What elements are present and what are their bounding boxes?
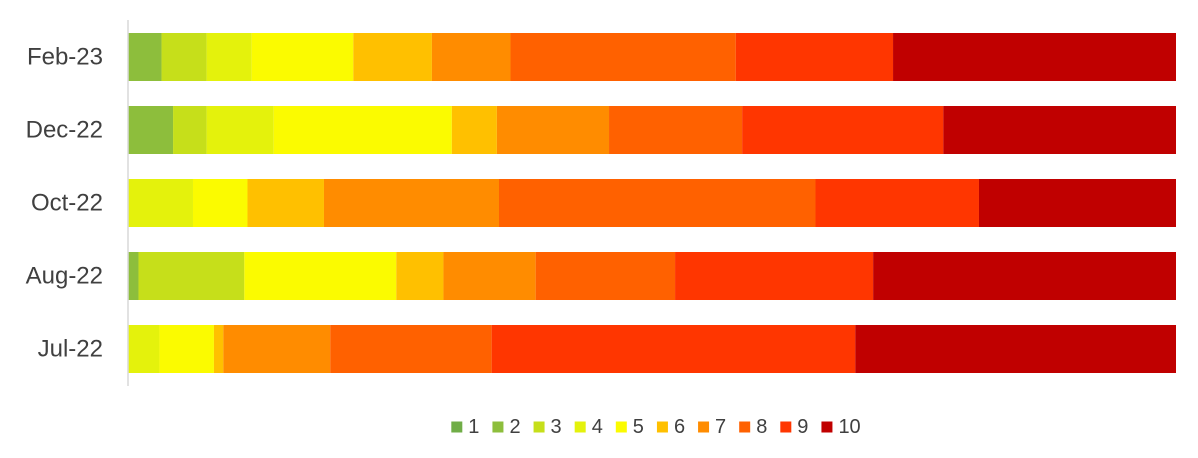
y-tick-label: Feb-23 — [27, 44, 103, 71]
legend-item: 1 — [451, 416, 479, 438]
bar-segment-Aug-22-series-10 — [873, 252, 1176, 300]
legend-swatch — [492, 421, 504, 433]
bar-segment-Feb-23-series-5 — [251, 33, 354, 81]
bar-segment-Feb-23-series-6 — [353, 33, 432, 81]
bar-area — [128, 33, 1176, 373]
bar-segment-Aug-22-series-9 — [675, 252, 874, 300]
bar-segment-Jul-22-series-5 — [159, 325, 214, 373]
bar-segment-Aug-22-series-6 — [396, 252, 444, 300]
bar-segment-Feb-23-series-10 — [893, 33, 1176, 81]
bar-segment-Oct-22-series-8 — [498, 179, 816, 227]
legend-label: 6 — [674, 416, 685, 438]
bar-segment-Dec-22-series-10 — [943, 106, 1176, 154]
legend-label: 5 — [633, 416, 644, 438]
legend-item: 4 — [574, 416, 603, 438]
y-tick-label: Aug-22 — [26, 263, 103, 290]
y-tick-label: Dec-22 — [26, 117, 103, 144]
bar-segment-Jul-22-series-4 — [128, 325, 160, 373]
bar-segment-Oct-22-series-10 — [978, 179, 1176, 227]
bar-segment-Dec-22-series-9 — [742, 106, 944, 154]
bar-segment-Oct-22-series-5 — [192, 179, 248, 227]
legend-swatch — [739, 421, 751, 433]
bar-segment-Aug-22-series-2 — [128, 252, 139, 300]
bar-segment-Dec-22-series-5 — [273, 106, 452, 154]
legend-item: 3 — [533, 416, 562, 438]
bar-segment-Jul-22-series-9 — [491, 325, 856, 373]
bar-segment-Aug-22-series-7 — [443, 252, 536, 300]
y-axis-tick-labels: Feb-23 Dec-22 Oct-22 Aug-22 Jul-22 — [26, 44, 103, 363]
legend-label: 1 — [468, 416, 479, 438]
legend-label: 8 — [756, 416, 767, 438]
legend-swatch — [574, 421, 586, 433]
legend-label: 7 — [715, 416, 726, 438]
bar-segment-Dec-22-series-2 — [128, 106, 174, 154]
bar-segment-Aug-22-series-5 — [244, 252, 397, 300]
legend-swatch — [698, 421, 710, 433]
bar-segment-Jul-22-series-6 — [213, 325, 224, 373]
legend-label: 3 — [551, 416, 562, 438]
bar-segment-Feb-23-series-9 — [735, 33, 894, 81]
legend-label: 4 — [592, 416, 603, 438]
bar-segment-Feb-23-series-4 — [206, 33, 252, 81]
bar-segment-Jul-22-series-10 — [855, 325, 1176, 373]
bar-segment-Oct-22-series-4 — [128, 179, 193, 227]
bar-segment-Jul-22-series-7 — [223, 325, 331, 373]
legend-label: 2 — [509, 416, 520, 438]
legend-swatch — [656, 421, 668, 433]
bar-segment-Feb-23-series-8 — [510, 33, 736, 81]
bar-segment-Feb-23-series-3 — [161, 33, 207, 81]
y-tick-label: Oct-22 — [31, 190, 103, 217]
legend-item: 10 — [821, 416, 861, 438]
legend-swatch — [615, 421, 627, 433]
bar-segment-Oct-22-series-7 — [323, 179, 499, 227]
legend-swatch — [533, 421, 545, 433]
bar-segment-Oct-22-series-6 — [247, 179, 324, 227]
legend-item: 2 — [492, 416, 521, 438]
bar-segment-Oct-22-series-9 — [815, 179, 979, 227]
bar-segment-Aug-22-series-3 — [138, 252, 245, 300]
legend-item: 7 — [698, 416, 726, 438]
bar-segment-Dec-22-series-8 — [609, 106, 743, 154]
legend-swatch — [451, 421, 463, 433]
bar-segment-Dec-22-series-7 — [496, 106, 610, 154]
legend: 1 2 3 4 5 6 7 8 9 10 — [451, 416, 861, 438]
legend-item: 8 — [739, 416, 767, 438]
legend-item: 6 — [656, 416, 685, 438]
bar-segment-Dec-22-series-4 — [206, 106, 274, 154]
legend-label: 10 — [838, 416, 860, 438]
legend-item: 5 — [615, 416, 644, 438]
bar-segment-Dec-22-series-6 — [451, 106, 497, 154]
legend-swatch — [821, 421, 833, 433]
legend-item: 9 — [780, 416, 808, 438]
legend-swatch — [780, 421, 792, 433]
legend-label: 9 — [797, 416, 808, 438]
bar-segment-Dec-22-series-3 — [173, 106, 207, 154]
bar-segment-Feb-23-series-7 — [431, 33, 511, 81]
y-tick-label: Jul-22 — [38, 336, 103, 363]
bar-segment-Feb-23-series-2 — [128, 33, 162, 81]
bar-segment-Jul-22-series-8 — [330, 325, 492, 373]
bar-segment-Aug-22-series-8 — [535, 252, 676, 300]
